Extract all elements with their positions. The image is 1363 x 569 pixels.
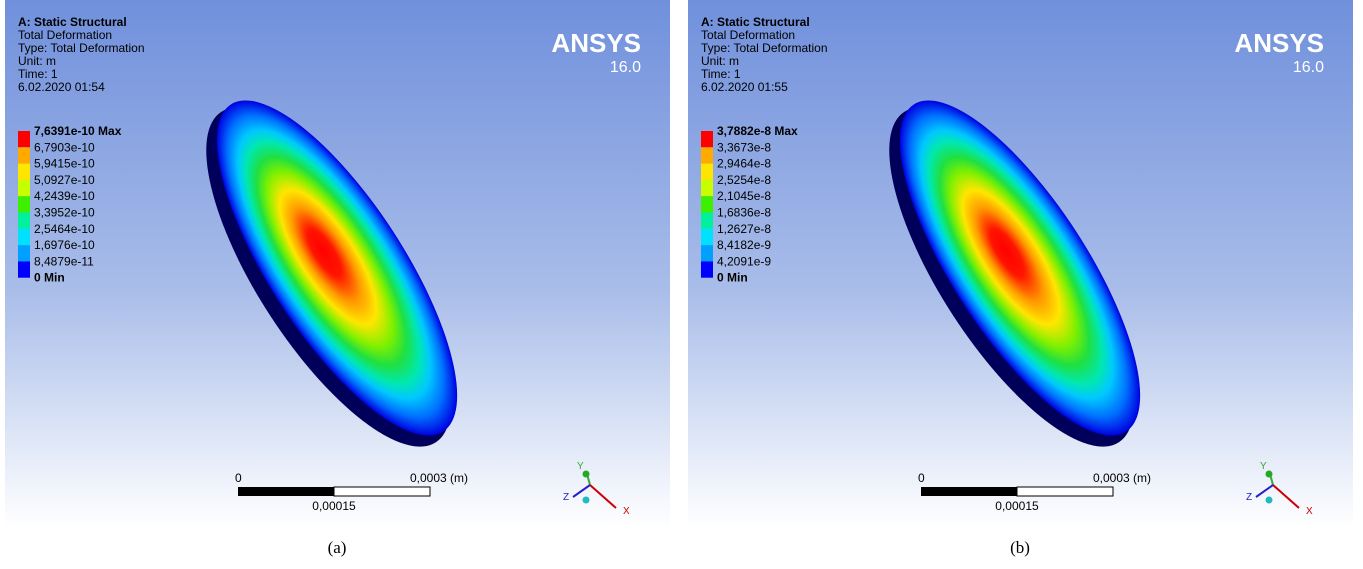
legend-swatch xyxy=(18,213,30,229)
scale-mid: 0,00015 xyxy=(995,499,1039,513)
legend-label: 1,2627e-8 xyxy=(717,222,771,236)
header-line: Type: Total Deformation xyxy=(701,41,828,55)
triad-center xyxy=(583,497,590,504)
legend-label: 3,3673e-8 xyxy=(717,140,771,154)
legend-label: 8,4879e-11 xyxy=(34,254,94,268)
header-line: Total Deformation xyxy=(701,28,795,42)
legend-label: 3,7882e-8 Max xyxy=(717,124,798,138)
legend-label: 6,7903e-10 xyxy=(34,140,95,154)
triad-label: Y xyxy=(577,461,584,472)
scale-bar-white xyxy=(334,487,430,496)
triad-label: Z xyxy=(1246,492,1252,503)
caption: (b) xyxy=(990,538,1050,558)
caption: (a) xyxy=(307,538,367,558)
scale-start: 0 xyxy=(918,471,925,485)
legend-swatch xyxy=(18,229,30,245)
header-line: Unit: m xyxy=(701,54,739,68)
page: A: Static StructuralTotal DeformationTyp… xyxy=(0,0,1363,569)
header-line: Time: 1 xyxy=(18,67,58,81)
triad-label: X xyxy=(623,506,630,517)
legend-swatch xyxy=(18,261,30,277)
triad-label: X xyxy=(1306,506,1313,517)
header-line: A: Static Structural xyxy=(18,15,127,29)
legend-label: 0 Min xyxy=(717,271,748,285)
legend-swatch xyxy=(18,245,30,261)
legend-label: 2,5464e-10 xyxy=(34,222,95,236)
legend-label: 5,9415e-10 xyxy=(34,157,95,171)
version: 16.0 xyxy=(1293,59,1324,76)
triad-label: Z xyxy=(563,492,569,503)
triad-label: Y xyxy=(1260,461,1267,472)
legend-swatch xyxy=(18,164,30,180)
legend-swatch xyxy=(18,131,30,147)
legend-swatch xyxy=(701,229,713,245)
legend-label: 2,1045e-8 xyxy=(717,189,771,203)
version: 16.0 xyxy=(610,59,641,76)
legend-label: 4,2439e-10 xyxy=(34,189,95,203)
scale-start: 0 xyxy=(235,471,242,485)
legend-label: 0 Min xyxy=(34,271,65,285)
scale-end: 0,0003 (m) xyxy=(410,471,468,485)
legend-swatch xyxy=(18,196,30,212)
brand: ANSYS xyxy=(1234,28,1324,58)
legend-swatch xyxy=(701,147,713,163)
header-line: Time: 1 xyxy=(701,67,741,81)
header-line: Total Deformation xyxy=(18,28,112,42)
scale-bar-black xyxy=(921,487,1017,496)
legend-label: 1,6836e-8 xyxy=(717,206,771,220)
legend-swatch xyxy=(701,164,713,180)
scale-bar-white xyxy=(1017,487,1113,496)
legend-label: 1,6976e-10 xyxy=(34,238,95,252)
legend-swatch xyxy=(18,147,30,163)
legend-swatch xyxy=(701,180,713,196)
header-line: 6.02.2020 01:54 xyxy=(18,80,105,94)
legend-swatch xyxy=(701,131,713,147)
header-line: Type: Total Deformation xyxy=(18,41,145,55)
scale-mid: 0,00015 xyxy=(312,499,356,513)
legend-swatch xyxy=(701,261,713,277)
legend-label: 4,2091e-9 xyxy=(717,254,771,268)
legend-label: 2,9464e-8 xyxy=(717,157,771,171)
legend-swatch xyxy=(701,213,713,229)
triad-center xyxy=(1266,497,1273,504)
legend-swatch xyxy=(18,180,30,196)
legend-label: 2,5254e-8 xyxy=(717,173,771,187)
legend-swatch xyxy=(701,245,713,261)
legend-label: 3,3952e-10 xyxy=(34,206,95,220)
header-line: A: Static Structural xyxy=(701,15,810,29)
legend-label: 7,6391e-10 Max xyxy=(34,124,122,138)
scale-end: 0,0003 (m) xyxy=(1093,471,1151,485)
brand: ANSYS xyxy=(551,28,641,58)
header-line: 6.02.2020 01:55 xyxy=(701,80,788,94)
legend-label: 5,0927e-10 xyxy=(34,173,95,187)
header-line: Unit: m xyxy=(18,54,56,68)
legend-swatch xyxy=(701,196,713,212)
legend-label: 8,4182e-9 xyxy=(717,238,771,252)
scale-bar-black xyxy=(238,487,334,496)
